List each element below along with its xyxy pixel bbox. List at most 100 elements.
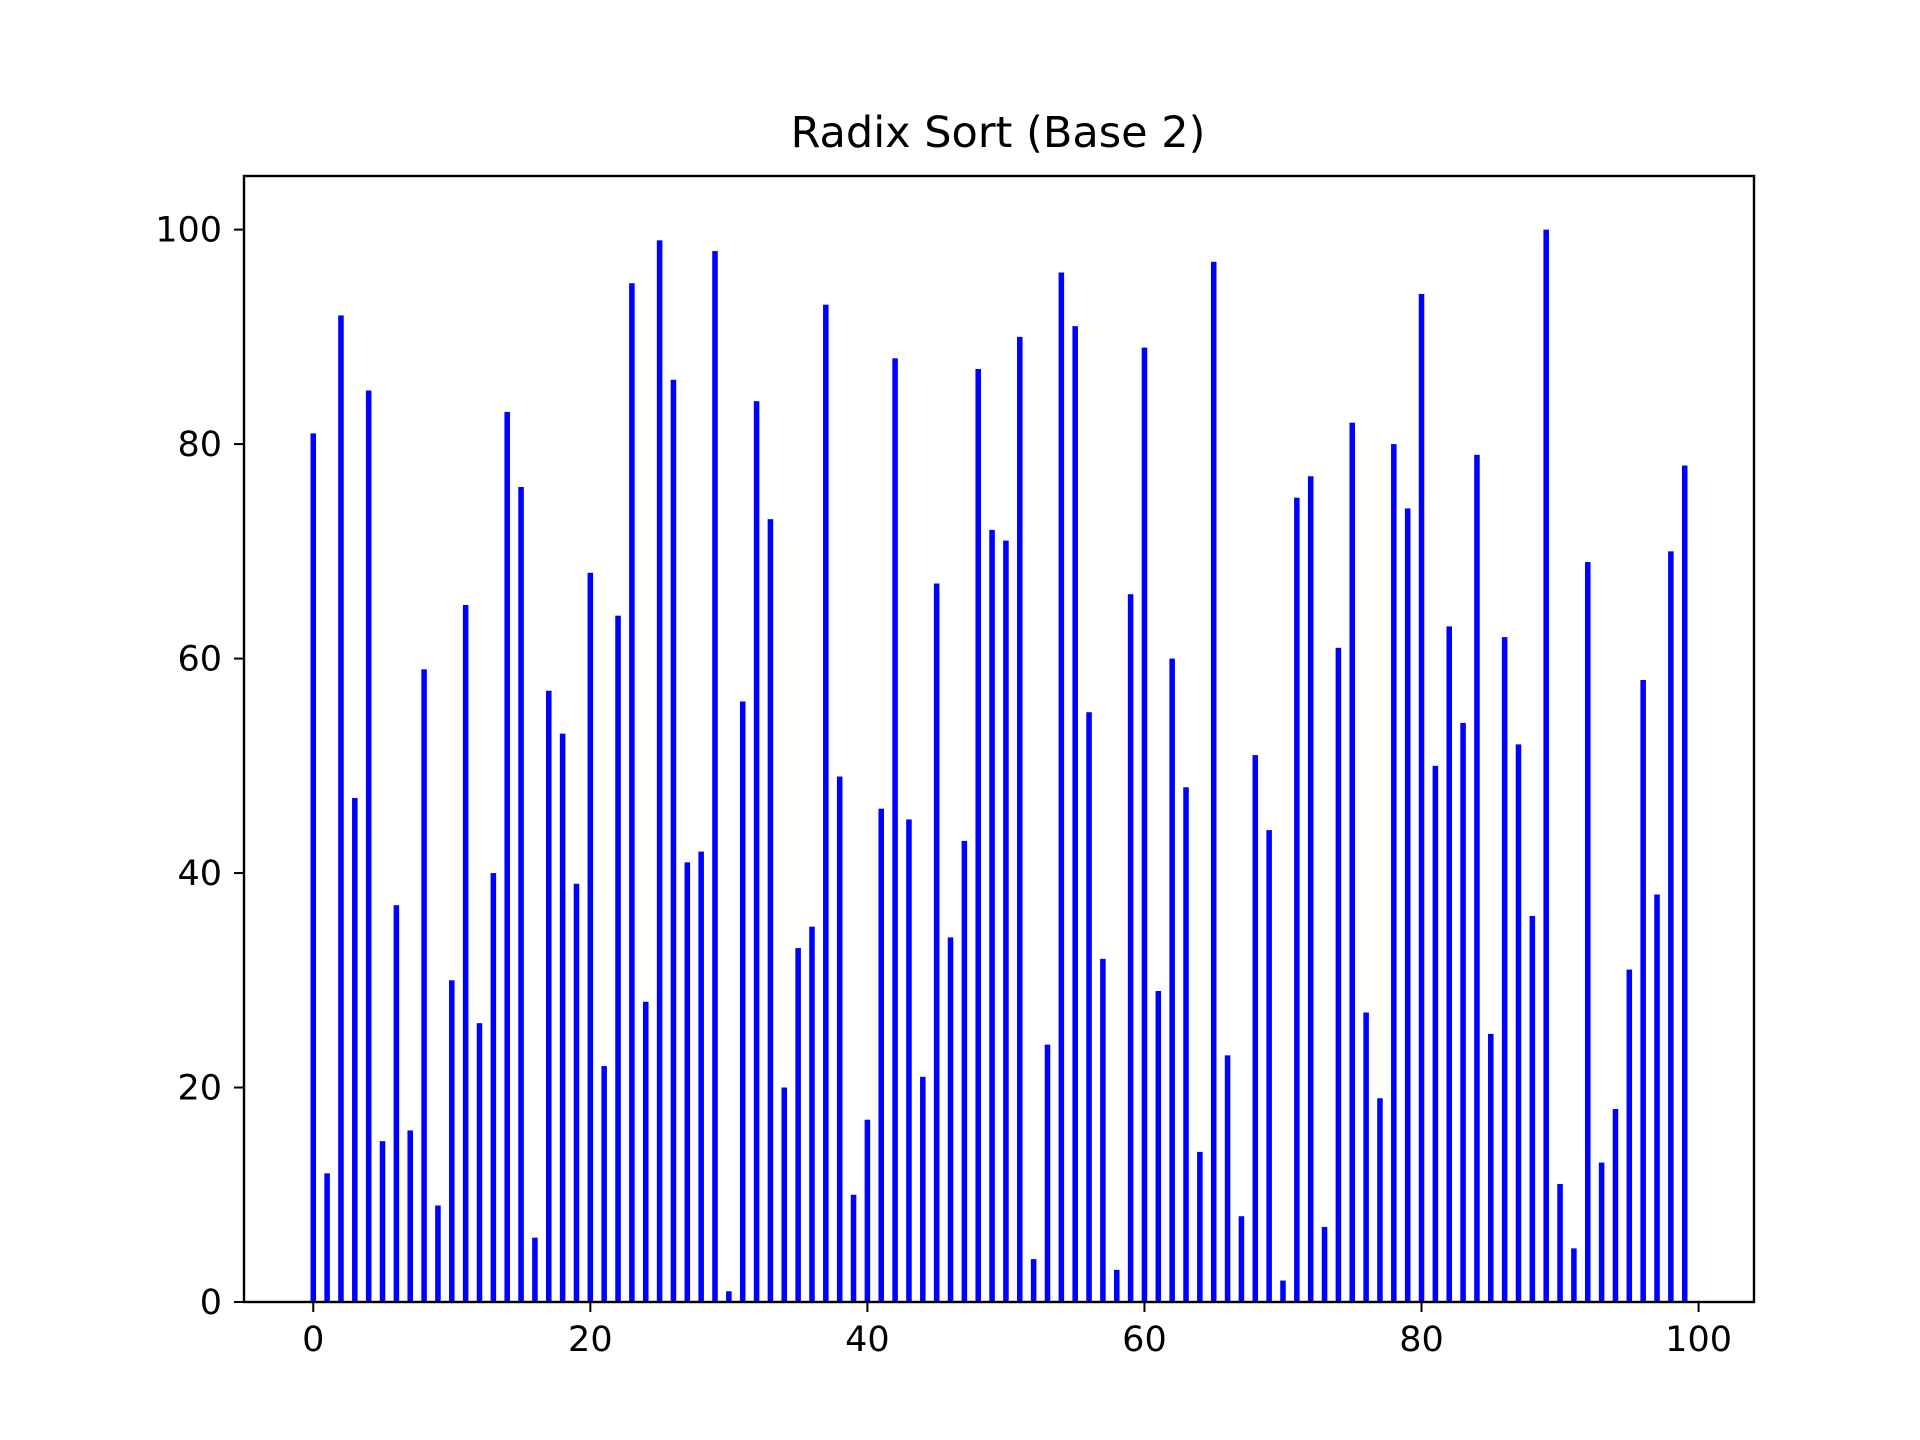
bar	[1003, 540, 1009, 1302]
x-tick-label: 80	[1399, 1320, 1444, 1360]
bar	[435, 1205, 441, 1302]
bar	[365, 390, 372, 1303]
bar	[1238, 1216, 1245, 1302]
bar	[670, 379, 677, 1302]
bar	[726, 1291, 732, 1302]
bar	[961, 840, 968, 1302]
bar	[836, 776, 843, 1302]
bar	[1501, 637, 1508, 1302]
x-tick-label: 20	[568, 1320, 613, 1360]
bar	[823, 304, 829, 1302]
y-tick-label: 100	[155, 211, 222, 251]
y-axis: 0 20 40 60 80 100	[155, 211, 244, 1323]
bar	[1446, 626, 1452, 1302]
bar	[989, 529, 995, 1302]
bar	[324, 1173, 330, 1302]
bar	[559, 733, 566, 1302]
bar	[1654, 894, 1660, 1302]
bar	[1210, 261, 1217, 1302]
bar	[1335, 647, 1342, 1302]
bar	[462, 604, 469, 1302]
bar	[1280, 1280, 1286, 1302]
bar	[684, 862, 691, 1302]
bar	[1127, 594, 1134, 1302]
bar	[1307, 476, 1314, 1302]
bar	[975, 369, 981, 1302]
bar	[546, 690, 552, 1302]
x-tick-label: 40	[845, 1320, 890, 1360]
chart-title: Radix Sort (Base 2)	[791, 108, 1206, 158]
y-tick-label: 40	[177, 854, 222, 894]
bars-layer	[310, 229, 1688, 1303]
bar	[1474, 454, 1480, 1302]
plot-frame	[242, 174, 1756, 1304]
bar	[878, 808, 885, 1302]
bar	[1598, 1162, 1605, 1302]
bar	[698, 851, 704, 1302]
bar	[1155, 991, 1162, 1302]
bar	[1169, 658, 1175, 1302]
y-tick-label: 80	[177, 425, 222, 465]
x-tick-label: 0	[302, 1320, 324, 1360]
bar	[379, 1141, 386, 1302]
bar	[601, 1066, 607, 1302]
bar	[1349, 422, 1356, 1302]
bar	[1363, 1012, 1369, 1302]
bar	[1086, 712, 1092, 1302]
bar	[490, 873, 497, 1302]
bar	[767, 519, 774, 1302]
bar	[1321, 1226, 1328, 1302]
bar	[864, 1119, 871, 1302]
bar	[1224, 1055, 1231, 1302]
bar	[712, 251, 718, 1302]
bar	[739, 701, 746, 1302]
bar	[1391, 444, 1397, 1303]
y-tick-label: 0	[200, 1283, 222, 1323]
bar	[1668, 551, 1674, 1302]
bar	[573, 883, 580, 1302]
x-tick-label: 60	[1122, 1320, 1167, 1360]
bar	[809, 926, 815, 1302]
bar	[1543, 229, 1549, 1302]
bar	[906, 819, 912, 1302]
bar	[1432, 765, 1439, 1302]
bar	[1100, 958, 1106, 1302]
bar	[449, 980, 455, 1302]
bar	[310, 433, 317, 1302]
y-tick-label: 20	[177, 1069, 222, 1109]
bar	[753, 401, 760, 1302]
bar	[1183, 787, 1189, 1302]
bar	[476, 1023, 483, 1302]
bar	[504, 411, 510, 1302]
bar	[1529, 915, 1536, 1302]
bar	[1515, 744, 1522, 1302]
bar	[532, 1237, 538, 1302]
bar	[407, 1130, 414, 1302]
bar	[1197, 1151, 1203, 1302]
bar	[642, 1001, 649, 1302]
bar	[947, 937, 954, 1302]
bar	[920, 1076, 926, 1302]
bar	[656, 240, 663, 1303]
bar	[518, 486, 524, 1302]
bar	[781, 1087, 788, 1302]
bar	[393, 905, 400, 1302]
bar	[1141, 347, 1148, 1303]
bar	[587, 572, 594, 1302]
bar	[421, 669, 427, 1302]
bar	[1072, 326, 1078, 1302]
bar	[1113, 1269, 1120, 1302]
bar	[1681, 465, 1688, 1302]
bar	[352, 797, 358, 1302]
bar	[1584, 562, 1591, 1302]
bar	[850, 1194, 857, 1302]
bar	[1460, 722, 1466, 1302]
bar	[1030, 1259, 1037, 1302]
bar	[338, 315, 344, 1302]
bar	[1044, 1044, 1051, 1302]
bar	[933, 583, 940, 1302]
bar	[1626, 969, 1633, 1302]
bar	[1557, 1184, 1563, 1302]
bar	[795, 948, 801, 1302]
